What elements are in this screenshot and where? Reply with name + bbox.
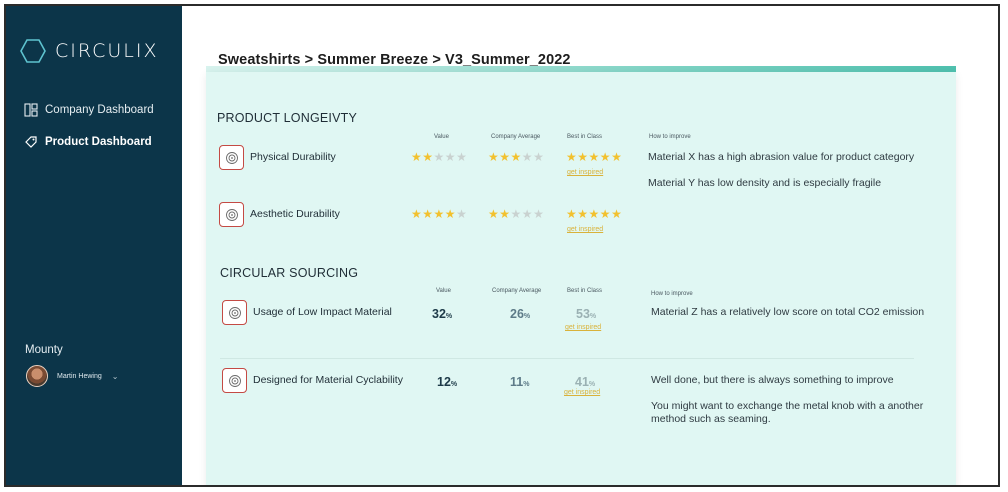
sidebar-nav: Company Dashboard Product Dashboard	[24, 94, 154, 158]
row-divider	[220, 358, 914, 359]
spiral-icon	[228, 374, 241, 387]
spiral-icon	[228, 306, 241, 319]
app-window: CIRCULIX Company Dashboard Product Dashb…	[4, 4, 1000, 487]
star-filled-icon: ★	[488, 207, 500, 221]
improvement-tip: Material Y has low density and is especi…	[648, 177, 882, 189]
rating-stars-best-in-class: ★★★★★	[566, 208, 622, 220]
star-filled-icon: ★	[599, 150, 612, 164]
user-menu[interactable]: Martin Hewing ⌄	[26, 365, 118, 387]
metric-value: 32%	[432, 307, 453, 321]
star-empty-icon: ★	[456, 150, 468, 164]
star-empty-icon: ★	[521, 207, 534, 221]
star-filled-icon: ★	[588, 150, 600, 164]
sidebar-item-product-dashboard[interactable]: Product Dashboard	[24, 126, 154, 158]
metric-label-material-cyclability: Designed for Material Cyclability	[253, 374, 403, 386]
star-empty-icon: ★	[533, 207, 545, 221]
star-filled-icon: ★	[488, 150, 500, 164]
star-filled-icon: ★	[499, 150, 511, 164]
star-empty-icon: ★	[533, 150, 545, 164]
metric-best-in-class: 41%	[575, 375, 596, 389]
star-filled-icon: ★	[611, 207, 623, 221]
metric-icon-low-impact-material	[222, 300, 247, 325]
rating-stars-value: ★★★★★	[411, 151, 467, 163]
star-empty-icon: ★	[433, 150, 445, 164]
dashboard-grid-icon	[24, 103, 38, 117]
metric-icon-physical-durability	[219, 145, 244, 170]
metric-icon-aesthetic-durability	[219, 202, 244, 227]
get-inspired-link[interactable]: get inspired	[567, 226, 604, 233]
star-empty-icon: ★	[521, 150, 534, 164]
improvement-tip: You might want to exchange the metal kno…	[651, 400, 924, 425]
column-header-value: Value	[436, 288, 451, 294]
product-tag-icon	[25, 136, 37, 148]
spiral-icon	[225, 151, 238, 164]
sidebar-item-label: Company Dashboard	[45, 104, 154, 116]
user-name: Martin Hewing	[57, 372, 102, 380]
star-filled-icon: ★	[510, 150, 522, 164]
get-inspired-link[interactable]: get inspired	[567, 169, 604, 176]
metric-label-low-impact-material: Usage of Low Impact Material	[253, 306, 392, 318]
sidebar: CIRCULIX Company Dashboard Product Dashb…	[6, 6, 182, 485]
star-filled-icon: ★	[422, 150, 434, 164]
star-filled-icon: ★	[566, 150, 578, 164]
metric-value: 12%	[437, 375, 458, 389]
star-filled-icon: ★	[599, 207, 612, 221]
metric-company-average: 11%	[510, 375, 530, 389]
avatar	[26, 365, 48, 387]
section-title-sourcing: CIRCULAR SOURCING	[220, 266, 359, 280]
accent-bar	[206, 66, 956, 72]
metric-label-physical-durability: Physical Durability	[250, 151, 336, 163]
section-title-longevity: PRODUCT LONGEIVTY	[217, 111, 357, 125]
star-filled-icon: ★	[422, 207, 434, 221]
metric-company-average: 26%	[510, 307, 531, 321]
rating-stars-company-average: ★★★★★	[488, 151, 544, 163]
sidebar-item-label: Product Dashboard	[45, 136, 152, 148]
column-header-value: Value	[434, 134, 449, 140]
hexagon-logo-icon	[20, 39, 46, 63]
improvement-tip: Material Z has a relatively low score on…	[651, 306, 925, 318]
get-inspired-link[interactable]: get inspired	[564, 389, 601, 396]
star-filled-icon: ★	[411, 207, 423, 221]
dashboard-panel	[206, 72, 956, 485]
star-empty-icon: ★	[444, 150, 457, 164]
column-header-best-in-class: Best in Class	[567, 134, 603, 140]
breadcrumb: Sweatshirts > Summer Breeze > V3_Summer_…	[218, 52, 571, 68]
logo[interactable]: CIRCULIX	[20, 38, 159, 64]
improvement-tip: Material X has a high abrasion value for…	[648, 151, 915, 163]
star-filled-icon: ★	[588, 207, 600, 221]
app-name: CIRCULIX	[55, 40, 159, 62]
rating-stars-best-in-class: ★★★★★	[566, 151, 622, 163]
column-header-how-to-improve: How to improve	[651, 291, 693, 297]
star-filled-icon: ★	[611, 150, 623, 164]
spiral-icon	[225, 208, 238, 221]
star-filled-icon: ★	[577, 150, 589, 164]
star-filled-icon: ★	[566, 207, 578, 221]
organization-name: Mounty	[25, 344, 63, 356]
star-filled-icon: ★	[433, 207, 445, 221]
rating-stars-value: ★★★★★	[411, 208, 467, 220]
column-header-best-in-class: Best in Class	[567, 288, 603, 294]
metric-label-aesthetic-durability: Aesthetic Durability	[250, 208, 340, 220]
chevron-down-icon: ⌄	[111, 371, 119, 381]
metric-best-in-class: 53%	[576, 307, 597, 321]
metric-icon-material-cyclability	[222, 368, 247, 393]
star-filled-icon: ★	[411, 150, 423, 164]
star-filled-icon: ★	[577, 207, 589, 221]
column-header-company-average: Company Average	[491, 134, 541, 140]
star-empty-icon: ★	[510, 207, 522, 221]
star-empty-icon: ★	[456, 207, 468, 221]
rating-stars-company-average: ★★★★★	[488, 208, 544, 220]
sidebar-item-company-dashboard[interactable]: Company Dashboard	[24, 94, 154, 126]
star-filled-icon: ★	[444, 207, 457, 221]
column-header-company-average: Company Average	[492, 288, 542, 294]
column-header-how-to-improve: How to improve	[649, 134, 691, 140]
star-filled-icon: ★	[499, 207, 511, 221]
improvement-tip: Well done, but there is always something…	[651, 374, 894, 386]
get-inspired-link[interactable]: get inspired	[565, 324, 602, 331]
